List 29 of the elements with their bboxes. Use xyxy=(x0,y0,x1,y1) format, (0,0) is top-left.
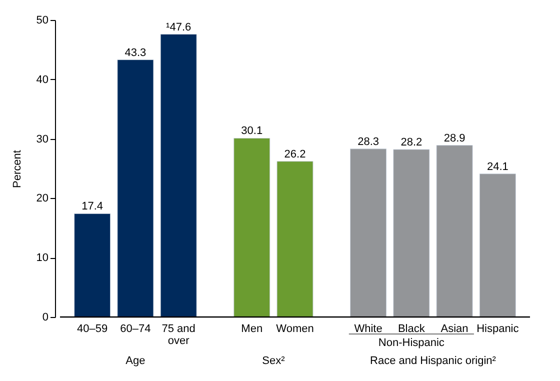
data-label: 17.4 xyxy=(82,200,104,213)
x-tick-label: Hispanic xyxy=(476,323,520,335)
x-tick-label: 60–74 xyxy=(120,323,151,335)
text: Race and Hispanic origin² xyxy=(370,355,496,367)
data-label: 24.1 xyxy=(486,160,508,173)
data-label: 43.3 xyxy=(124,46,146,59)
y-axis-title: Percent xyxy=(11,150,24,188)
x-tick-label: Black xyxy=(398,323,426,335)
x-tick-label: Women xyxy=(276,323,314,335)
data-label: 28.9 xyxy=(444,132,466,144)
data-label: 26.2 xyxy=(284,148,306,160)
text: Non-Hispanic xyxy=(378,337,445,349)
data-label: 30.1 xyxy=(241,125,263,138)
data-label: ¹47.6 xyxy=(166,21,192,34)
x-tick-label: White xyxy=(354,323,382,335)
y-tick-label: 10 xyxy=(36,252,48,264)
y-tick-label: 30 xyxy=(36,133,48,146)
y-tick-label: 40 xyxy=(36,74,48,86)
x-tick-label: Men xyxy=(241,323,263,335)
x-tick-label: Asian xyxy=(440,323,468,335)
data-label: 28.2 xyxy=(400,136,422,148)
text: Age xyxy=(126,355,146,367)
x-tick-label: 40–59 xyxy=(77,323,108,335)
text: Sex² xyxy=(262,355,286,367)
y-tick-label: 20 xyxy=(36,192,48,205)
x-tick-label: 75 and over xyxy=(162,323,196,347)
data-label: 28.3 xyxy=(358,136,380,148)
y-tick-label: 50 xyxy=(36,14,48,26)
y-tick-label: 0 xyxy=(42,312,48,324)
